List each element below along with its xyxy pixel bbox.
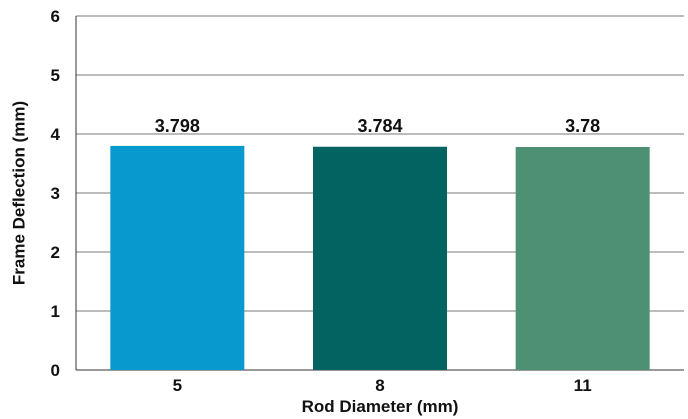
bar-value-label: 3.798: [155, 116, 200, 136]
y-tick-label: 2: [51, 243, 60, 262]
y-tick-label: 4: [51, 125, 61, 144]
x-tick-label: 11: [574, 376, 592, 395]
bars: [110, 145, 650, 370]
y-tick-label: 3: [51, 184, 60, 203]
y-tick-label: 1: [51, 302, 60, 321]
y-tick-label: 6: [51, 7, 60, 26]
y-tick-label: 5: [51, 66, 60, 85]
bar: [515, 146, 650, 370]
bar-value-label: 3.784: [357, 116, 402, 136]
y-tick-labels: 0 1 2 3 4 5 6: [51, 7, 61, 380]
x-tick-label: 5: [173, 376, 182, 395]
bar: [110, 145, 245, 370]
x-axis-title: Rod Diameter (mm): [302, 397, 459, 416]
x-tick-label: 8: [375, 376, 384, 395]
bar: [313, 146, 447, 370]
y-tick-label: 0: [51, 361, 60, 380]
value-labels: 3.798 3.784 3.78: [155, 116, 600, 136]
x-tick-labels: 5 8 11: [173, 376, 592, 395]
bar-value-label: 3.78: [565, 116, 600, 136]
y-axis-title: Frame Deflection (mm): [9, 101, 28, 285]
